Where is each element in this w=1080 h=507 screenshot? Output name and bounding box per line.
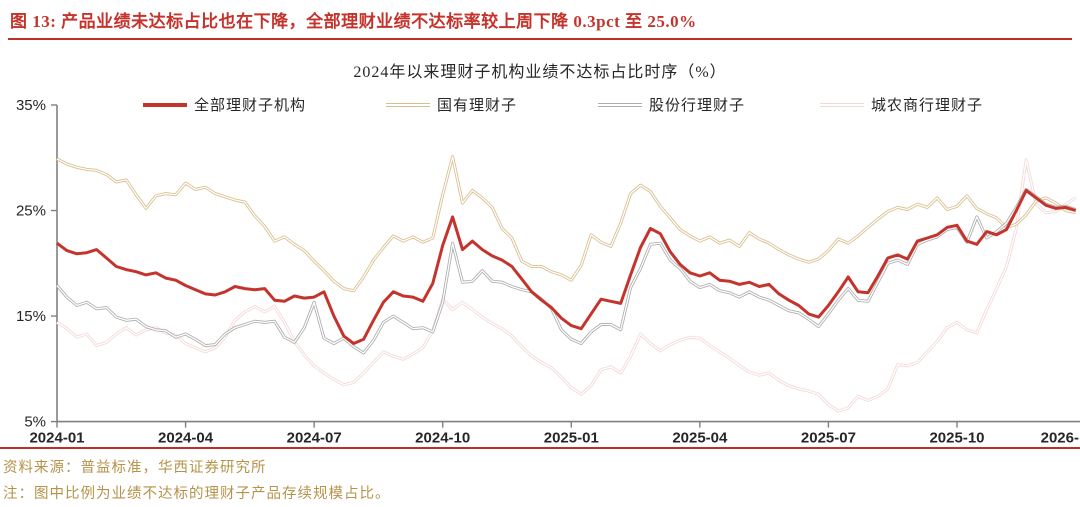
y-axis-label: 35% [16, 97, 46, 114]
title-divider-rule [8, 38, 1072, 40]
y-axis-label: 15% [16, 308, 46, 325]
series-line-全部理财子机构 [56, 189, 1077, 345]
series-line-core-城农商行理财子 [56, 159, 1077, 412]
bottom-divider-rule [0, 447, 1080, 449]
x-axis-label: 2025-01 [544, 430, 599, 447]
series-line-core-国有理财子 [56, 156, 1076, 292]
legend-swatch-城农商行理财子 [820, 102, 864, 107]
y-axis-label: 25% [16, 203, 46, 220]
legend-swatch-国有理财子 [386, 102, 430, 107]
x-axis-label: 2024-04 [158, 430, 214, 447]
legend-item-城农商行理财子: 城农商行理财子 [820, 94, 983, 115]
legend-label: 股份行理财子 [649, 98, 746, 114]
series-line-股份行理财子 [55, 187, 1077, 355]
x-axis-label: 2025-07 [801, 430, 856, 447]
x-axis-label: 2026- [1041, 430, 1079, 447]
series-line-core-股份行理财子 [56, 188, 1076, 354]
y-axis-label: 5% [24, 414, 46, 431]
x-axis-label: 2025-10 [929, 430, 984, 447]
source-text: 资料来源：普益标准，华西证券研究所 [3, 460, 267, 476]
figure-title: 图 13: 产品业绩未达标占比也在下降，全部理财业绩不达标率较上周下降 0.3p… [10, 12, 697, 31]
note-text: 注：图中比例为业绩不达标的理财子产品存续规模占比。 [3, 486, 391, 502]
legend-label: 城农商行理财子 [871, 98, 984, 114]
legend-swatch-全部理财子机构 [143, 102, 187, 107]
x-axis-label: 2024-07 [287, 430, 342, 447]
x-axis-label: 2025-04 [672, 430, 728, 447]
chart-legend: 全部理财子机构 国有理财子 股份行理财子 城农商行理财子 [0, 94, 1080, 114]
x-axis-label: 2024-10 [415, 430, 470, 447]
legend-label: 国有理财子 [437, 98, 518, 114]
legend-item-全部理财子机构: 全部理财子机构 [143, 94, 306, 115]
series-line-国有理财子 [56, 155, 1077, 293]
x-axis-label: 2024-01 [29, 430, 84, 447]
legend-item-股份行理财子: 股份行理财子 [598, 94, 745, 115]
axes [56, 105, 1080, 423]
legend-item-国有理财子: 国有理财子 [386, 94, 517, 115]
chart-title: 2024年以来理财子机构业绩不达标占比时序（%） [353, 64, 727, 81]
legend-swatch-股份行理财子 [598, 102, 642, 107]
legend-label: 全部理财子机构 [194, 98, 307, 114]
series-line-城农商行理财子 [56, 158, 1077, 413]
